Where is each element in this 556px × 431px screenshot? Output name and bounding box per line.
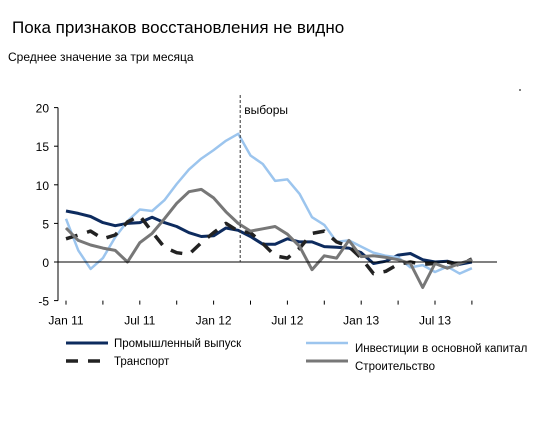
chart-title: Пока признаков восстановления не видно: [12, 18, 345, 37]
y-tick-label: 10: [36, 179, 50, 193]
series-line-0: [65, 209, 473, 266]
x-tick-label: Jan 13: [343, 314, 379, 328]
x-tick-label: Jan 12: [196, 314, 232, 328]
x-tick-label: Jul 11: [124, 314, 155, 328]
y-tick-label: 15: [36, 140, 50, 154]
x-tick-label: Jul 13: [419, 314, 451, 328]
elections-label: выборы: [244, 103, 288, 117]
series-line-3: [64, 187, 473, 289]
legend: Промышленный выпуск Инвестиции в основной…: [66, 338, 527, 373]
series-lines: [64, 132, 473, 289]
legend-label-0: Промышленный выпуск: [114, 338, 242, 350]
y-tick-label: 20: [36, 102, 50, 116]
legend-label-1: Инвестиции в основной капитал: [355, 343, 527, 355]
y-tick-label: -5: [38, 295, 49, 309]
y-tick-label: 0: [42, 256, 49, 270]
y-tick-label: 5: [42, 217, 49, 231]
x-tick-label: Jul 12: [271, 314, 303, 328]
axes: -5 0 5 10 15 20 Jan 11 Jul 11 Jan 12 Jul 12 Jan 13…: [36, 89, 521, 328]
legend-label-2: Транспорт: [114, 356, 170, 368]
x-tick-label: Jan 11: [48, 314, 83, 328]
legend-label-3: Строительство: [355, 361, 435, 373]
chart-subtitle: Среднее значение за три месяца: [8, 50, 194, 64]
